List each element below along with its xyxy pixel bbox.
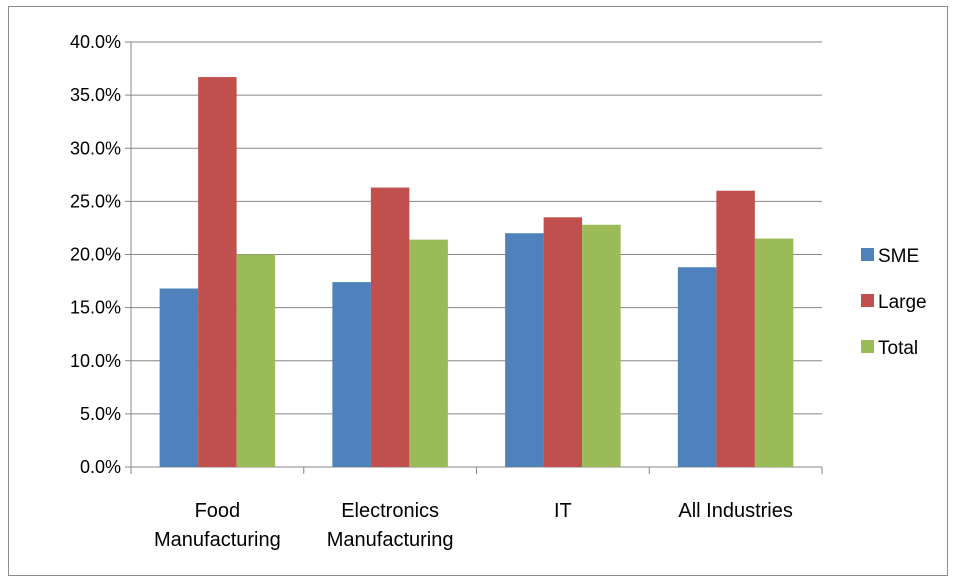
- bar-large: [716, 190, 755, 467]
- x-category-label: Food: [195, 500, 241, 522]
- x-category-label: Manufacturing: [327, 529, 454, 551]
- bar-sme: [677, 267, 717, 467]
- legend-label-total: Total: [878, 338, 918, 359]
- x-category-label: All Industries: [678, 500, 793, 522]
- bar-sme: [505, 233, 544, 467]
- x-category-label: Manufacturing: [154, 529, 281, 551]
- x-category-label: Electronics: [341, 500, 439, 522]
- y-tick-label: 15.0%: [70, 298, 121, 318]
- y-tick-label: 35.0%: [70, 85, 121, 105]
- y-tick-label: 5.0%: [80, 404, 121, 424]
- x-category-label: IT: [554, 500, 572, 522]
- y-tick-label: 10.0%: [70, 351, 121, 371]
- bar-sme: [159, 288, 199, 467]
- y-tick-label: 0.0%: [80, 457, 121, 477]
- y-tick-label: 40.0%: [70, 32, 121, 52]
- bar-total: [409, 239, 448, 467]
- legend-label-large: Large: [878, 292, 927, 313]
- bar-large: [198, 77, 237, 467]
- bar-sme: [332, 282, 371, 467]
- bar-total: [236, 254, 276, 467]
- bar-total: [754, 238, 794, 467]
- y-tick-label: 20.0%: [70, 245, 121, 265]
- bar-large: [543, 217, 583, 467]
- bar-total: [582, 224, 621, 467]
- legend-swatch-total: [861, 340, 874, 353]
- y-tick-label: 30.0%: [70, 138, 121, 158]
- bar-large: [370, 187, 410, 467]
- y-tick-label: 25.0%: [70, 191, 121, 211]
- legend-swatch-sme: [861, 248, 874, 261]
- legend-swatch-large: [861, 294, 874, 307]
- legend-label-sme: SME: [878, 246, 919, 267]
